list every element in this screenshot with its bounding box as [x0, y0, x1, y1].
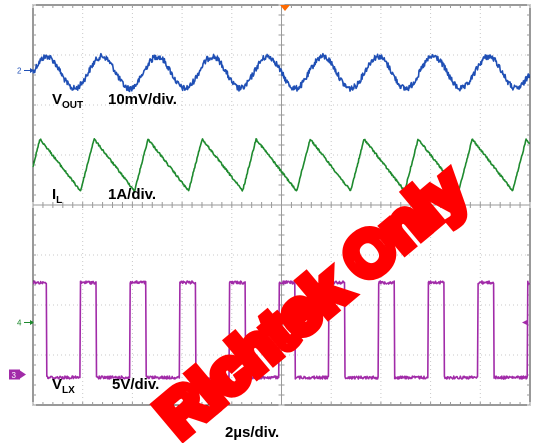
graticule: [32, 4, 531, 406]
vout-scale: 10mV/div.: [108, 91, 177, 108]
il-scale: 1A/div.: [108, 186, 156, 203]
vlx-label: VLX: [52, 376, 75, 396]
vout-label: VOUT: [52, 91, 83, 111]
right-edge-marker: [522, 320, 527, 325]
il-trace: [32, 138, 531, 192]
waveform-traces: [32, 52, 531, 380]
vout-label-sub: OUT: [62, 100, 83, 111]
il-label: IL: [52, 186, 62, 206]
ground-marker: 3: [9, 369, 26, 380]
vlx-trace: [32, 280, 531, 380]
svg-text:4: 4: [17, 319, 22, 328]
svg-text:2: 2: [17, 67, 22, 76]
svg-text:3: 3: [12, 371, 17, 380]
vlx-label-main: V: [52, 376, 62, 393]
trigger-marker: [280, 5, 290, 11]
vout-label-main: V: [52, 91, 62, 108]
vout-trace: [32, 52, 531, 93]
channel-markers: 2 4 3: [9, 67, 527, 380]
vlx-level-marker: 4: [17, 319, 34, 328]
time-base-label: 2µs/div.: [225, 424, 279, 441]
vlx-scale: 5V/div.: [112, 376, 159, 393]
vout-level-marker: 2: [17, 67, 34, 76]
il-label-sub: L: [56, 195, 62, 206]
il-label-main: I: [52, 186, 56, 203]
vlx-label-sub: LX: [62, 385, 75, 396]
